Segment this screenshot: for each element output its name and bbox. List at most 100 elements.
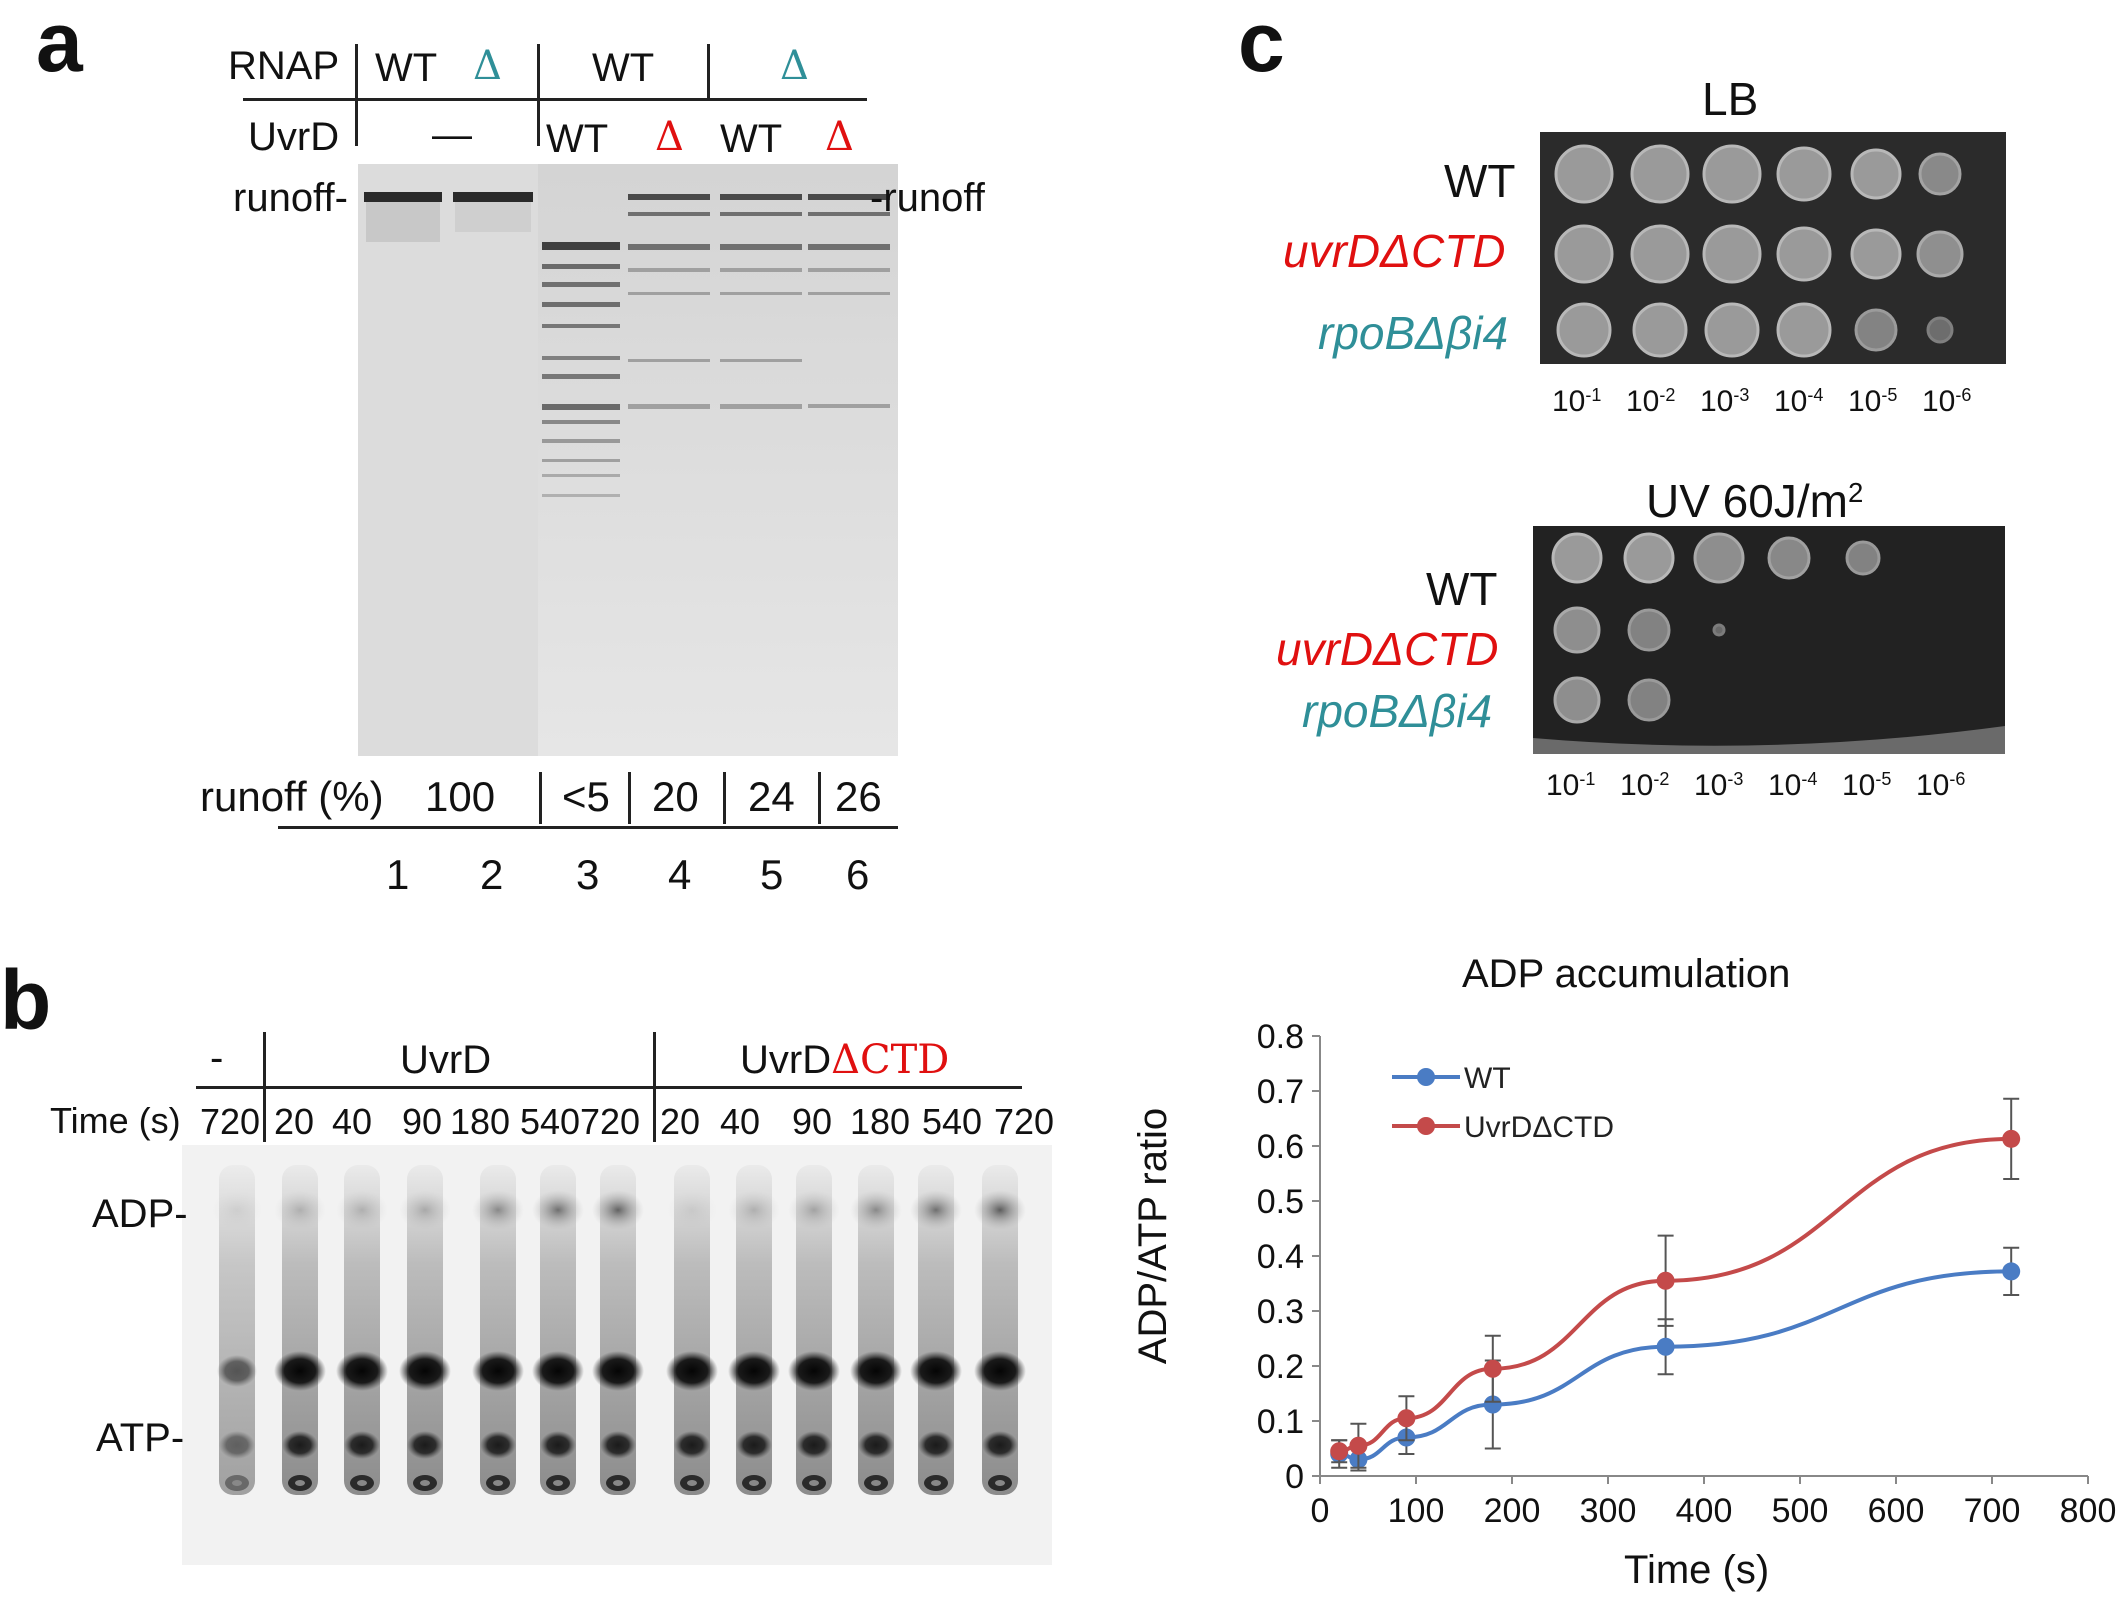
colony-spot xyxy=(1767,536,1811,580)
colony-spot xyxy=(1554,224,1614,284)
header-divider xyxy=(537,44,540,146)
dilution-label: 10-1 xyxy=(1552,384,1602,418)
y-tick-label: 0.2 xyxy=(1257,1348,1304,1386)
tlc-lane xyxy=(399,1165,451,1495)
adp-label: ADP- xyxy=(92,1192,188,1236)
tlc-lane xyxy=(728,1165,780,1495)
uv-title-sup: 2 xyxy=(1847,476,1864,508)
colony-spot xyxy=(1556,302,1612,358)
colony-spot xyxy=(1627,608,1671,652)
colony-spot xyxy=(1551,532,1603,584)
chart-title: ADP accumulation xyxy=(1462,952,1791,996)
rnap-header-delta-2: Δ xyxy=(780,43,809,89)
rnap-header-wt-2: WT xyxy=(592,46,655,90)
legend-label: WT xyxy=(1464,1062,1511,1095)
runoff-rule xyxy=(278,826,898,829)
runoff-value-3: <5 xyxy=(562,773,610,820)
runoff-value-6: 26 xyxy=(835,773,882,820)
data-point xyxy=(1330,1442,1349,1461)
lane-number-4: 4 xyxy=(668,851,692,898)
uv-strain-wt: WT xyxy=(1426,563,1498,615)
atp-label: ATP- xyxy=(96,1416,185,1460)
colony-spot xyxy=(1918,152,1962,196)
dilution-label: 10-1 xyxy=(1546,768,1596,802)
tlc-lane xyxy=(850,1165,902,1495)
tlc-lane xyxy=(974,1165,1026,1495)
legend-marker xyxy=(1417,1117,1435,1135)
runoff-divider xyxy=(539,772,542,824)
legend-marker xyxy=(1417,1068,1435,1086)
y-tick-label: 0.3 xyxy=(1257,1293,1304,1331)
dilution-label: 10-3 xyxy=(1694,768,1744,802)
uvrd-header-delta-2: Δ xyxy=(825,114,854,160)
runoff-divider xyxy=(628,772,631,824)
uvrd-header-delta-1: Δ xyxy=(655,114,684,160)
time-divider xyxy=(653,1032,656,1142)
runoff-pct-label: runoff (%) xyxy=(200,773,384,820)
data-point xyxy=(1483,1359,1502,1378)
time-value: 540 xyxy=(520,1101,581,1142)
time-value: 40 xyxy=(332,1101,373,1142)
dilution-label: 10-5 xyxy=(1842,768,1892,802)
x-tick-label: 700 xyxy=(1964,1492,2021,1530)
y-tick-label: 0.4 xyxy=(1257,1238,1304,1276)
tlc-lane xyxy=(274,1165,326,1495)
lb-title: LB xyxy=(1702,73,1759,125)
tlc-lane xyxy=(472,1165,524,1495)
y-tick-label: 0.7 xyxy=(1257,1073,1304,1111)
header-divider xyxy=(707,44,710,100)
runoff-divider xyxy=(723,772,726,824)
colony-spot xyxy=(1632,302,1688,358)
panel-b-label: b xyxy=(0,953,52,1047)
uvrd-header-wt-1: WT xyxy=(546,117,609,161)
uvrd-header-wt-2: WT xyxy=(720,117,783,161)
y-tick-label: 0.6 xyxy=(1257,1128,1304,1166)
x-tick-label: 0 xyxy=(1311,1492,1330,1530)
chart-xlabel: Time (s) xyxy=(1624,1548,1770,1592)
colony-spot xyxy=(1712,623,1726,637)
x-tick-label: 800 xyxy=(2060,1492,2117,1530)
runoff-divider xyxy=(818,772,821,824)
tlc-lane xyxy=(532,1165,584,1495)
time-value: 180 xyxy=(850,1101,911,1142)
runoff-value-5: 24 xyxy=(748,773,795,820)
header-rule xyxy=(243,98,867,101)
series-line-1 xyxy=(1339,1136,2012,1454)
colony-spot xyxy=(1854,308,1898,352)
y-tick-label: 0 xyxy=(1285,1458,1304,1496)
x-tick-label: 500 xyxy=(1772,1492,1829,1530)
tlc-lane xyxy=(336,1165,388,1495)
x-tick-label: 100 xyxy=(1388,1492,1445,1530)
y-tick-label: 0.1 xyxy=(1257,1403,1304,1441)
lane-number-2: 2 xyxy=(480,851,504,898)
data-point xyxy=(1397,1409,1416,1428)
dilution-label: 10-2 xyxy=(1626,384,1676,418)
colony-spot xyxy=(1702,224,1762,284)
time-header-rule xyxy=(196,1086,1022,1089)
data-point xyxy=(2002,1262,2021,1281)
no-enzyme-label: - xyxy=(210,1036,224,1080)
lane-number-1: 1 xyxy=(386,851,410,898)
rnap-header-delta-1: Δ xyxy=(473,43,502,89)
tlc-lane xyxy=(592,1165,644,1495)
uvrd-ctd-group-label: UvrDΔCTD xyxy=(740,1040,949,1080)
colony-spot xyxy=(1623,532,1675,584)
dilution-label: 10-2 xyxy=(1620,768,1670,802)
uv-title-main: UV 60J/m xyxy=(1646,475,1848,527)
colony-spot xyxy=(1916,230,1964,278)
time-value: 540 xyxy=(922,1101,983,1142)
lane-number-6: 6 xyxy=(846,851,870,898)
runoff-left-label: runoff- xyxy=(233,176,348,220)
dilution-label: 10-3 xyxy=(1700,384,1750,418)
time-value: 90 xyxy=(402,1101,443,1142)
tlc-lane xyxy=(910,1165,962,1495)
time-value: 180 xyxy=(450,1101,511,1142)
colony-spot xyxy=(1850,228,1902,280)
data-point xyxy=(1656,1271,1675,1290)
colony-spot xyxy=(1845,540,1881,576)
dilution-label: 10-4 xyxy=(1774,384,1824,418)
tlc-lane xyxy=(788,1165,840,1495)
legend-label: UvrDΔCTD xyxy=(1464,1111,1614,1144)
tlc-lane xyxy=(211,1165,263,1495)
